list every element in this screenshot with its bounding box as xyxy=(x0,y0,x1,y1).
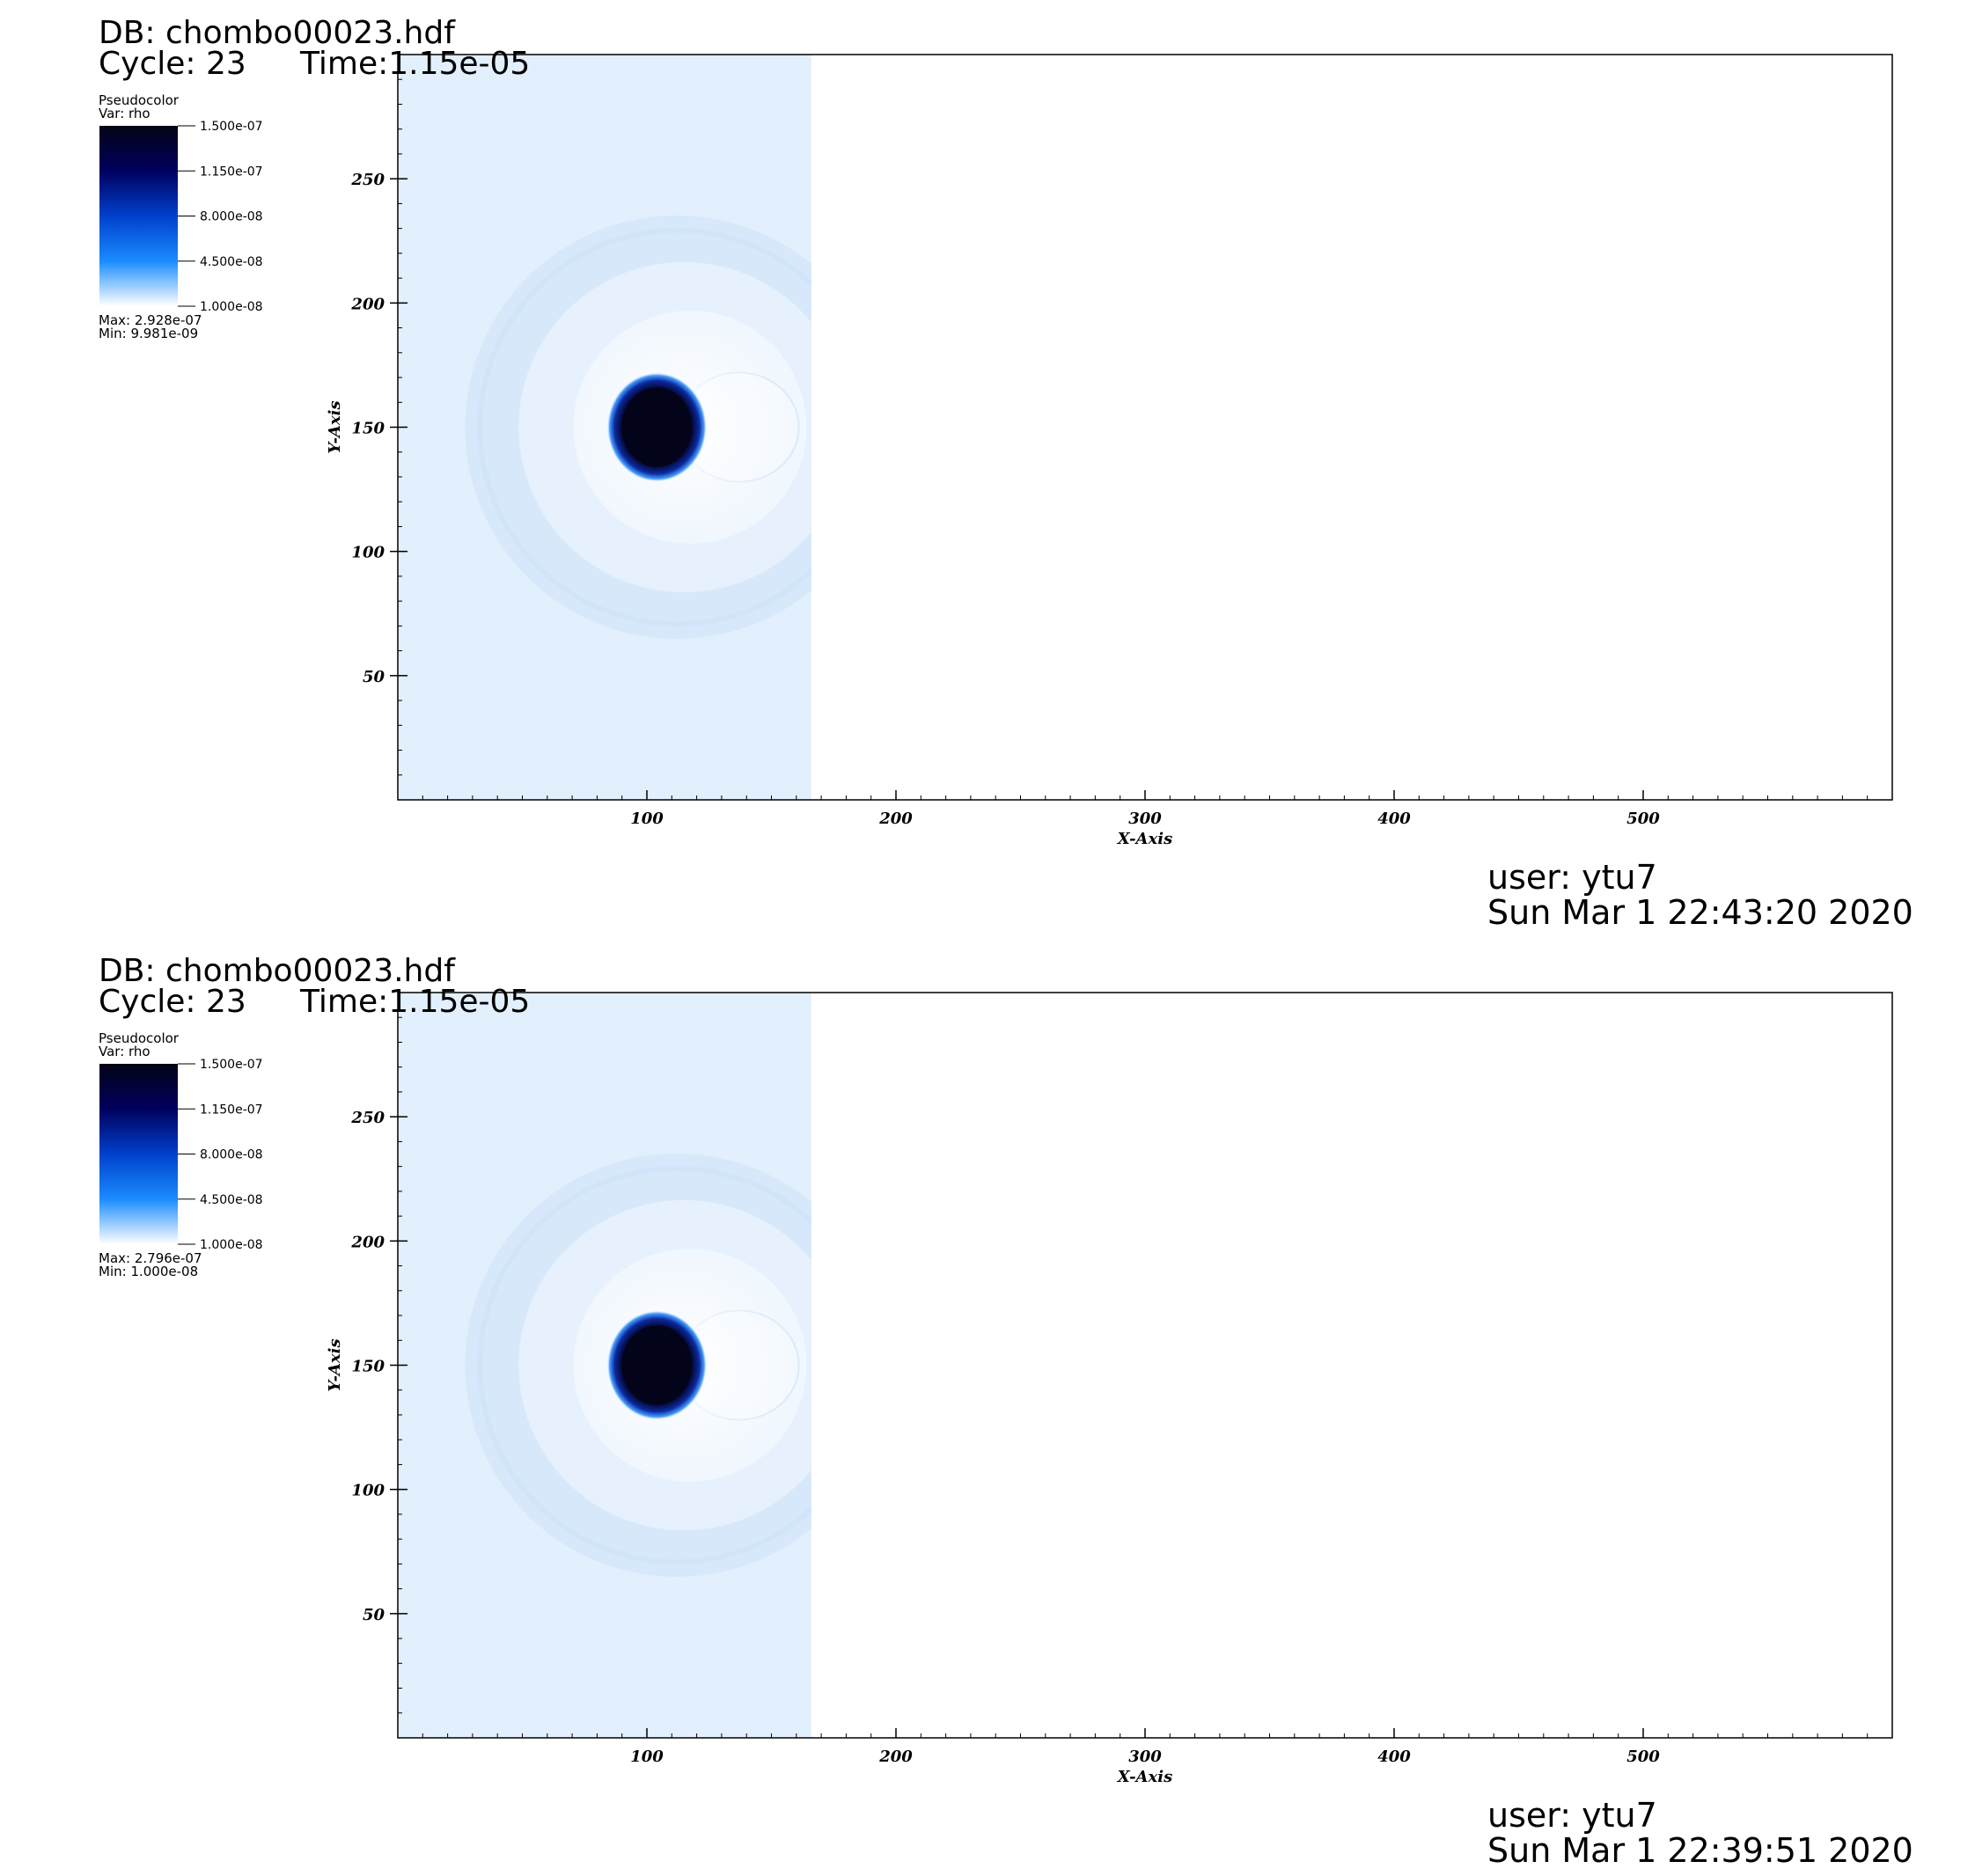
legend-plot-type: Pseudocolor xyxy=(99,1030,179,1046)
legend-max: Max: 2.928e-07 xyxy=(99,312,202,328)
database-label: DB: chombo00023.hdf xyxy=(99,953,455,989)
colorbar-tick-label: 8.000e-08 xyxy=(200,1148,263,1162)
x-tick-label: 200 xyxy=(878,810,913,828)
legend-variable: Var: rho xyxy=(99,1044,151,1059)
y-tick-label: 150 xyxy=(351,420,385,438)
minor-ticks xyxy=(398,1016,1869,1738)
colorbar-tick-label: 8.000e-08 xyxy=(200,210,263,224)
colorbar-tick-label: 4.500e-08 xyxy=(200,1193,263,1207)
legend-min: Min: 9.981e-09 xyxy=(99,326,199,341)
y-tick-label: 50 xyxy=(363,668,385,686)
legend-max: Max: 2.796e-07 xyxy=(99,1250,202,1266)
time-label: Time:1.15e-05 xyxy=(300,46,531,82)
time-label: Time:1.15e-05 xyxy=(300,984,531,1020)
x-tick-label: 500 xyxy=(1626,810,1660,828)
density-field xyxy=(398,993,811,1738)
visit-plot-panel-2: 100 200 300 400 500 50 100 150 200 250 X-Axis Y-Axi… xyxy=(0,938,1975,1876)
shock-shell-ring xyxy=(477,227,811,627)
y-tick-label: 250 xyxy=(350,1109,385,1127)
pseudocolor-chart-2: 100 200 300 400 500 50 100 150 200 250 X-Axis Y-Axi… xyxy=(99,992,1893,1786)
date-label: Sun Mar 1 22:43:20 2020 xyxy=(1487,893,1913,932)
colorbar-tick-label: 1.000e-08 xyxy=(200,300,263,314)
database-label: DB: chombo00023.hdf xyxy=(99,15,455,51)
x-tick-label: 500 xyxy=(1626,1748,1660,1766)
x-tick-label: 300 xyxy=(1128,1748,1162,1766)
y-tick-label: 200 xyxy=(350,295,385,313)
colorbar-tick-label: 1.150e-07 xyxy=(200,1103,263,1117)
legend-min: Min: 1.000e-08 xyxy=(99,1264,199,1279)
x-tick-label: 400 xyxy=(1377,1748,1411,1766)
x-tick-label: 300 xyxy=(1128,810,1162,828)
y-axis-title: Y-Axis xyxy=(326,400,344,453)
y-tick-label: 200 xyxy=(350,1233,385,1251)
x-axis-title: X-Axis xyxy=(1117,830,1172,848)
x-tick-label: 100 xyxy=(630,810,664,828)
pseudocolor-chart-1: 100 200 300 400 500 50 100 150 200 250 X-Axis Y-Axi… xyxy=(99,54,1893,848)
y-tick-label: 250 xyxy=(350,171,385,189)
y-tick-label: 100 xyxy=(351,1482,385,1500)
x-tick-label: 100 xyxy=(630,1748,664,1766)
user-label: user: ytu7 xyxy=(1487,1796,1657,1835)
minor-ticks xyxy=(398,78,1869,800)
shock-shell-ring xyxy=(477,1165,811,1565)
legend-variable: Var: rho xyxy=(99,106,151,121)
colorbar xyxy=(99,1064,178,1244)
x-tick-label: 200 xyxy=(878,1748,913,1766)
cycle-label: Cycle: 23 xyxy=(99,984,246,1020)
date-label: Sun Mar 1 22:39:51 2020 xyxy=(1487,1831,1913,1870)
visit-plot-panel-1: 100 200 300 400 500 50 100 150 200 250 X-Axis Y-Axi… xyxy=(99,15,1913,932)
cycle-label: Cycle: 23 xyxy=(99,46,246,82)
colorbar-tick-label: 1.500e-07 xyxy=(200,1058,263,1072)
colorbar-tick-label: 1.000e-08 xyxy=(200,1238,263,1252)
y-axis-title: Y-Axis xyxy=(326,1338,344,1391)
x-tick-label: 400 xyxy=(1377,810,1411,828)
colorbar-tick-label: 1.500e-07 xyxy=(200,120,263,134)
dense-core xyxy=(621,387,692,467)
x-axis-title: X-Axis xyxy=(1117,1768,1172,1786)
density-field xyxy=(398,55,811,800)
y-tick-label: 150 xyxy=(351,1358,385,1376)
y-tick-label: 50 xyxy=(363,1606,385,1624)
colorbar-tick-label: 1.150e-07 xyxy=(200,165,263,179)
user-label: user: ytu7 xyxy=(1487,858,1657,897)
legend-plot-type: Pseudocolor xyxy=(99,92,179,108)
colorbar xyxy=(99,126,178,306)
colorbar-tick-label: 4.500e-08 xyxy=(200,255,263,269)
y-tick-label: 100 xyxy=(351,544,385,562)
dense-core xyxy=(621,1325,692,1405)
